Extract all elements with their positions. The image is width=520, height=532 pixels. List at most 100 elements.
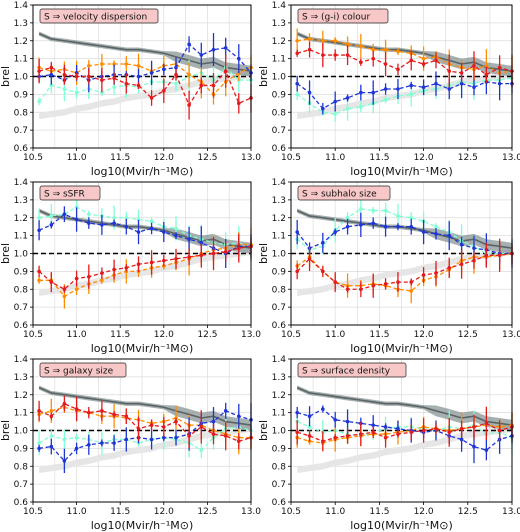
data-point xyxy=(307,257,312,261)
y-tick-label: 1.4 xyxy=(272,355,287,365)
data-point xyxy=(321,38,325,43)
y-tick-label: 0.8 xyxy=(272,285,287,295)
data-point xyxy=(136,74,141,79)
data-point xyxy=(112,76,116,81)
y-tick-label: 0.7 xyxy=(272,303,286,313)
data-point xyxy=(124,81,129,86)
data-point xyxy=(136,83,141,88)
data-point xyxy=(62,294,67,299)
y-tick-label: 1.1 xyxy=(272,409,286,419)
panel-4: 10.5 11.0 11.5 12.0 12.5 13.0 0.6 0.7 0.8 0.9 1.0 1… xyxy=(257,178,520,355)
x-tick-label: 11.5 xyxy=(369,330,389,340)
data-point xyxy=(472,258,476,263)
data-point xyxy=(174,72,178,77)
data-point xyxy=(100,78,104,82)
data-point xyxy=(174,257,178,261)
data-point xyxy=(497,428,502,433)
series-reference-band xyxy=(297,31,512,77)
data-point xyxy=(136,262,141,267)
y-tick-label: 0.6 xyxy=(14,321,29,331)
series-cyan-line xyxy=(296,77,513,115)
x-tick-label: 11.5 xyxy=(110,507,130,517)
y-tick-label: 0.9 xyxy=(272,444,287,454)
data-point xyxy=(100,409,104,413)
data-point xyxy=(49,280,54,284)
x-tick-label: 13.0 xyxy=(241,507,261,517)
data-point xyxy=(74,435,79,440)
data-point xyxy=(371,47,376,52)
data-point xyxy=(49,434,54,438)
series-reference-line xyxy=(296,386,513,426)
y-axis-label: brel xyxy=(257,243,270,264)
data-point xyxy=(74,446,79,451)
y-tick-label: 1.2 xyxy=(272,214,286,224)
series-lower-band xyxy=(297,248,512,297)
data-point xyxy=(124,215,129,220)
data-point xyxy=(345,106,350,111)
data-point xyxy=(62,401,67,406)
y-tick-label: 1.2 xyxy=(272,37,286,47)
y-tick-label: 0.8 xyxy=(272,462,287,472)
data-point xyxy=(434,81,438,86)
panel-label: S ⇒ galaxy size xyxy=(44,367,114,377)
data-point xyxy=(345,287,350,292)
data-point xyxy=(321,439,325,444)
data-point xyxy=(359,287,363,292)
data-point xyxy=(187,237,191,241)
data-point xyxy=(223,69,228,73)
data-point xyxy=(62,72,67,77)
series-reference-band xyxy=(39,31,251,77)
data-point xyxy=(74,407,79,411)
data-point xyxy=(124,414,129,419)
data-point xyxy=(211,251,216,256)
y-tick-label: 1.3 xyxy=(14,196,28,206)
data-point xyxy=(295,430,299,435)
y-tick-label: 0.7 xyxy=(14,480,28,490)
data-point xyxy=(124,437,129,442)
data-point xyxy=(174,435,178,440)
data-point xyxy=(149,96,154,100)
data-point xyxy=(112,412,116,417)
data-point xyxy=(295,38,299,43)
data-point xyxy=(295,230,299,234)
x-tick-label: 13.0 xyxy=(241,153,261,163)
series-lower-band xyxy=(39,425,251,474)
data-point xyxy=(371,208,376,213)
series-cyan-line xyxy=(39,206,252,247)
data-point xyxy=(162,258,166,263)
y-tick-label: 1.2 xyxy=(14,37,28,47)
data-point xyxy=(359,105,363,109)
data-point xyxy=(37,441,41,445)
y-tick-label: 1.1 xyxy=(272,232,286,242)
series-blue-line xyxy=(296,81,512,110)
x-axis-label: log10(Mvir/h⁻¹M⊙) xyxy=(350,342,453,355)
y-tick-label: 1.4 xyxy=(14,1,29,11)
data-point xyxy=(62,459,67,463)
series-reference-line xyxy=(38,386,252,426)
y-tick-label: 1.3 xyxy=(14,373,28,383)
data-point xyxy=(236,439,241,444)
data-point xyxy=(409,92,414,97)
data-point xyxy=(87,212,91,216)
data-point xyxy=(345,96,350,100)
data-point xyxy=(100,62,104,66)
data-point xyxy=(112,221,116,225)
data-point xyxy=(236,414,241,419)
data-point xyxy=(409,289,414,293)
data-point xyxy=(371,90,376,95)
y-tick-label: 0.6 xyxy=(14,144,29,154)
data-point xyxy=(174,65,178,70)
data-point xyxy=(459,437,464,442)
data-point xyxy=(87,443,91,447)
panel-label-box xyxy=(297,185,391,201)
data-point xyxy=(49,214,54,218)
y-tick-label: 1.2 xyxy=(272,391,286,401)
data-point xyxy=(333,112,338,116)
data-point xyxy=(396,224,400,229)
panel-label-box xyxy=(39,185,101,201)
data-point xyxy=(307,434,312,438)
data-point xyxy=(459,71,464,75)
y-tick-label: 0.9 xyxy=(272,267,287,277)
panel-label-box xyxy=(297,362,407,378)
